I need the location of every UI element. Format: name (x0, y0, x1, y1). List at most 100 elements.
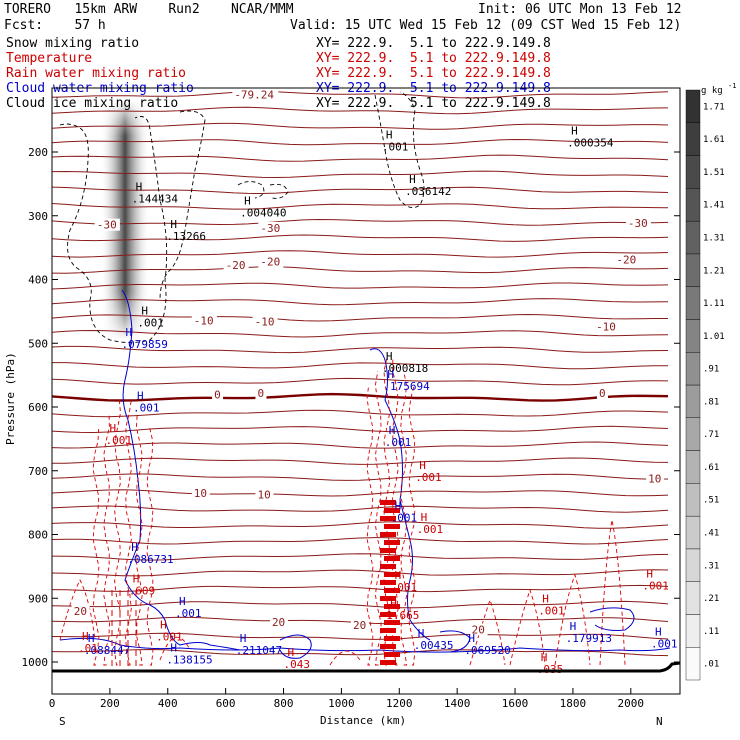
rain-core-mark (380, 532, 396, 537)
x-axis-end-label: N (656, 715, 663, 728)
maximum-marker: H (390, 597, 397, 610)
rain-core-mark (380, 564, 396, 569)
maximum-value-label: .001 (133, 402, 160, 415)
temperature-isotherm (52, 425, 669, 434)
maximum-value-label: .01 (78, 642, 98, 655)
temperature-isotherm (52, 584, 669, 593)
temperature-label: 20 (353, 619, 366, 632)
colorbar-tick-label: 1.11 (703, 299, 725, 309)
maximum-value-label: 1.665 (386, 609, 419, 622)
maximum-value-label: .069520 (464, 644, 510, 657)
temperature-label-bg (258, 221, 284, 234)
y-tick-label: 900 (28, 592, 48, 605)
temperature-isotherm (52, 106, 669, 115)
temperature-label: -30 (628, 217, 648, 230)
maximum-marker: H (386, 128, 393, 141)
temperature-label-bg (252, 315, 278, 328)
snow-contour (237, 181, 265, 199)
colorbar-tick-label: .41 (703, 529, 719, 539)
temperature-label: -20 (226, 259, 246, 272)
temperature-label-bg (232, 88, 279, 101)
temperature-isotherm (52, 345, 669, 354)
y-tick-label: 700 (28, 465, 48, 478)
colorbar-cell (685, 384, 701, 418)
colorbar-cell (685, 614, 701, 648)
cloud-water-contour (439, 630, 471, 653)
maximum-value-label: .001 (651, 638, 678, 651)
maximum-value-label: .001 (538, 604, 565, 617)
temperature-isotherm (52, 632, 669, 640)
temperature-label: -20 (260, 256, 280, 269)
maximum-value-label: .001 (391, 581, 418, 594)
cloud-water-contour (279, 634, 312, 659)
maximum-marker: H (125, 326, 132, 339)
y-tick-label: 800 (28, 529, 48, 542)
maximum-marker: H (570, 620, 577, 633)
y-tick-label: 300 (28, 210, 48, 223)
maximum-value-label: .001 (175, 607, 202, 620)
legend-rain: Rain water mixing ratio (6, 66, 187, 81)
cloud-water-contour (589, 607, 635, 631)
legend-temperature: Temperature (6, 51, 93, 66)
temperature-isotherm (52, 489, 669, 497)
maximum-value-label: .088447 (84, 644, 130, 657)
rain-contour (509, 588, 546, 666)
cloud-water-contour (59, 637, 671, 653)
temperature-isotherm (52, 648, 669, 657)
temperature-label-bg (269, 615, 288, 628)
colorbar-tick-label: 1.71 (703, 102, 725, 112)
maximum-marker: H (655, 626, 662, 639)
temperature-label: -20 (616, 254, 636, 267)
maximum-value-label: .00435 (414, 639, 454, 652)
temperature-label: 0 (599, 387, 606, 400)
rain-contour (366, 384, 374, 666)
y-tick-label: 500 (28, 337, 48, 350)
rain-core-mark (380, 516, 396, 521)
rain-contour (391, 356, 399, 666)
legend-temperature-coords: XY= 222.9. 5.1 to 222.9.149.8 (316, 51, 551, 66)
legend-rain-coords: XY= 222.9. 5.1 to 222.9.149.8 (316, 66, 551, 81)
maximum-marker: H (141, 304, 148, 317)
rain-core-mark (384, 508, 400, 513)
maximum-marker: H (88, 632, 95, 645)
maximum-marker: H (136, 181, 143, 194)
rain-contour (329, 650, 361, 666)
colorbar-cell (685, 352, 701, 386)
colorbar-tick-label: .31 (703, 561, 719, 571)
maximum-marker: H (170, 642, 177, 655)
valid-time: Valid: 15 UTC Wed 15 Feb 12 (09 CST Wed … (290, 18, 682, 33)
maximum-value-label: .001 (642, 580, 669, 593)
maximum-value-label: .086731 (127, 553, 173, 566)
x-tick-label: 200 (100, 697, 120, 710)
rain-contour (469, 598, 506, 666)
temperature-isotherm (52, 392, 669, 402)
x-tick-label: 600 (216, 697, 236, 710)
rain-contour (159, 636, 191, 661)
temperature-isotherm (52, 90, 669, 99)
temperature-isotherm (52, 234, 669, 242)
rain-core-mark (384, 652, 400, 657)
temperature-isotherm (52, 505, 669, 513)
maximum-marker: H (133, 573, 140, 586)
maximum-marker: H (389, 424, 396, 437)
maximum-marker: H (179, 595, 186, 608)
temperature-isotherm (52, 362, 668, 370)
temperature-isotherm (52, 600, 669, 609)
rain-core-mark (384, 556, 400, 561)
colorbar-tick-label: .51 (703, 496, 719, 506)
temperature-isotherm (52, 521, 669, 529)
maximum-value-label: .079859 (121, 338, 167, 351)
rain-contour (103, 412, 110, 666)
maximum-value-label: .001 (385, 436, 412, 449)
maximum-marker: H (160, 619, 167, 632)
colorbar-tick-label: 1.01 (703, 332, 725, 342)
maximum-value-label: .000818 (382, 362, 428, 375)
temperature-label-bg (71, 605, 90, 617)
colorbar: .01 .11 .21 .31 .41 .51 .61 .71 .81 .91 1.01 1.11 1.… (685, 89, 725, 681)
colorbar-cell (685, 417, 701, 451)
colorbar-tick-label: 1.61 (703, 135, 725, 145)
temperature-label: 0 (214, 388, 221, 401)
colorbar-cell (685, 286, 701, 320)
rain-core-mark (380, 612, 396, 617)
maximum-value-label: .036142 (405, 185, 451, 198)
